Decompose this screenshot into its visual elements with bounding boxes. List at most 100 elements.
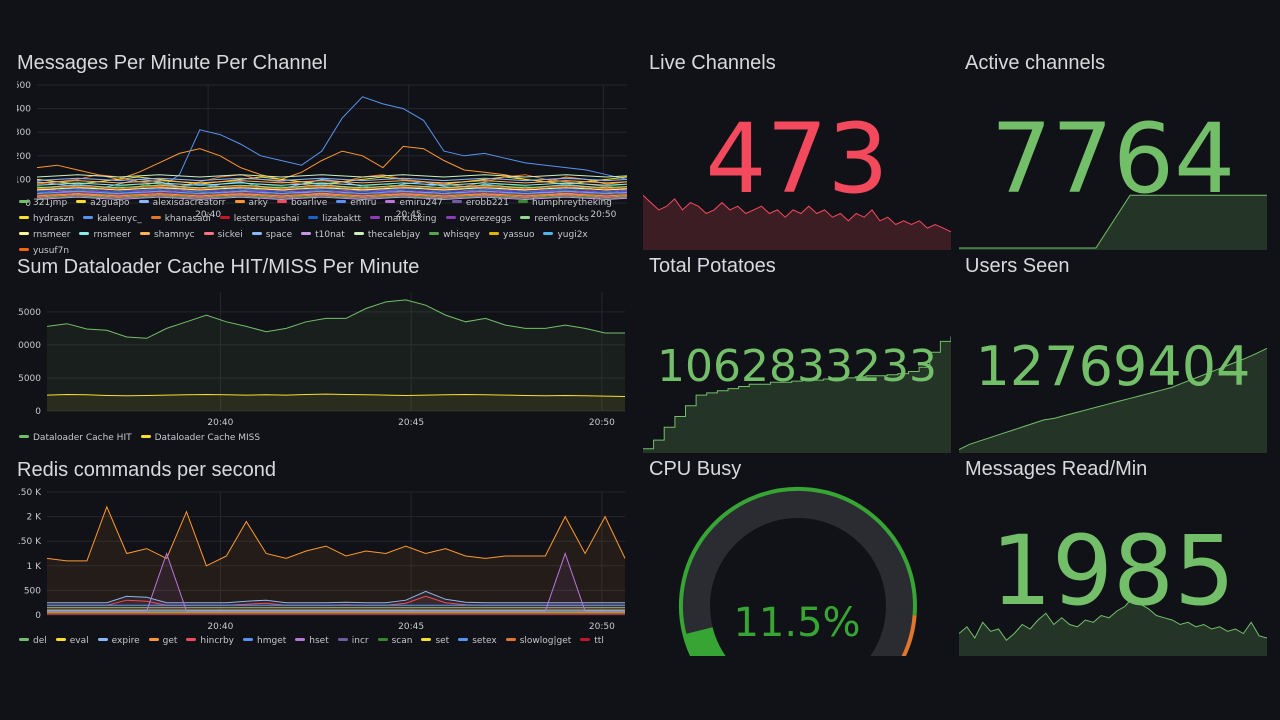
legend-item[interactable]: yugi2x	[543, 227, 588, 243]
legend-swatch	[19, 435, 29, 438]
legend-swatch	[520, 216, 531, 219]
legend-item[interactable]: incr	[337, 633, 369, 649]
legend-label: Dataloader Cache MISS	[154, 433, 261, 443]
panel-title: Messages Read/Min	[965, 458, 1148, 480]
legend-item[interactable]: rnsmeer	[19, 227, 70, 243]
legend-label: yugi2x	[557, 230, 588, 240]
legend-item[interactable]: hincrby	[186, 633, 234, 649]
legend-item[interactable]: lestersupashai	[219, 211, 299, 227]
legend-item[interactable]: set	[421, 633, 449, 649]
legend-item[interactable]: space	[251, 227, 293, 243]
gauge-threshold	[679, 486, 917, 656]
legend-swatch	[19, 248, 29, 251]
legend-item[interactable]: eval	[55, 633, 89, 649]
legend-item[interactable]: lizabaktt	[308, 211, 361, 227]
legend-item[interactable]: expire	[97, 633, 140, 649]
legend-swatch	[251, 232, 262, 235]
legend-label: lizabaktt	[322, 214, 362, 224]
legend-swatch	[336, 200, 347, 203]
legend-swatch	[353, 232, 364, 235]
legend-item[interactable]: emiru	[336, 195, 376, 211]
y-tick-label: 15000	[17, 308, 41, 318]
legend-swatch	[138, 200, 149, 203]
x-tick-label: 20:50	[589, 418, 615, 428]
series-line	[46, 299, 625, 339]
panel-title: Messages Per Minute Per Channel	[17, 52, 328, 74]
series-line	[36, 184, 628, 189]
y-tick-label: 300	[17, 128, 31, 138]
series-line	[36, 190, 628, 195]
redis-panel: Redis commands per second 0 500 1 K 1.50 K 2…	[17, 459, 629, 659]
legend-item[interactable]: emiru247	[385, 195, 443, 211]
legend-item[interactable]: Dataloader Cache MISS	[140, 430, 261, 446]
legend-item[interactable]: t10nat	[301, 227, 345, 243]
messages-read-value: 1985	[990, 515, 1236, 627]
series-line	[36, 180, 628, 184]
legend-swatch	[543, 232, 554, 235]
legend-item[interactable]: sickei	[203, 227, 243, 243]
series-line	[47, 551, 625, 612]
legend-item[interactable]: hset	[295, 633, 329, 649]
legend-item[interactable]: erobb221	[451, 195, 509, 211]
series-line	[36, 174, 628, 178]
sparkline-line	[643, 194, 951, 233]
legend-item[interactable]: whisqey	[429, 227, 480, 243]
y-tick-label: 5000	[18, 374, 41, 384]
x-tick-label: 20:45	[396, 210, 422, 218]
legend-item[interactable]: markusking	[370, 211, 437, 227]
cpu-busy-panel: CPU Busy 11.5%	[643, 458, 951, 658]
legend-item[interactable]: Dataloader Cache HIT	[19, 430, 132, 446]
x-tick-label: 20:40	[207, 418, 233, 428]
legend-item[interactable]: reemknocks	[520, 211, 589, 227]
legend-label: a2guapo	[90, 198, 130, 208]
legend-item[interactable]: a2guapo	[76, 195, 130, 211]
legend-item[interactable]: overezeggs	[445, 211, 511, 227]
legend-label: rnsmeer	[93, 230, 131, 240]
cpu-gauge	[679, 486, 917, 656]
legend-item[interactable]: shamnyc	[139, 227, 195, 243]
legend-item[interactable]: setex	[458, 633, 497, 649]
legend-item[interactable]: hmget	[243, 633, 286, 649]
messages-read-sparkline	[959, 596, 1267, 656]
legend-label: setex	[472, 636, 497, 646]
legend-item[interactable]: scan	[377, 633, 412, 649]
series-line	[36, 188, 628, 192]
series-area	[47, 506, 625, 615]
legend-item[interactable]: kaleenyc_	[83, 211, 142, 227]
legend-item[interactable]: khanasadi	[150, 211, 211, 227]
sparkline-area	[959, 195, 1267, 250]
legend-label: space	[265, 230, 293, 240]
legend-item[interactable]: hydraszn	[19, 211, 74, 227]
cache-chart[interactable]: 0 5000 10000 15000 20:40 20:45 20:50	[17, 284, 629, 434]
legend-item[interactable]: yassuo	[489, 227, 534, 243]
panel-title: Users Seen	[965, 255, 1070, 277]
legend-item[interactable]: humphreytheking	[518, 195, 612, 211]
live-channels-sparkline	[643, 194, 951, 250]
legend-label: reemknocks	[534, 214, 589, 224]
legend-item[interactable]: del	[19, 633, 47, 649]
legend-item[interactable]: 321jmp	[19, 195, 67, 211]
legend-item[interactable]: slowlog|get	[505, 633, 571, 649]
legend-label: hydraszn	[33, 214, 75, 224]
legend-item[interactable]: get	[148, 633, 177, 649]
legend-label: rnsmeer	[33, 230, 71, 240]
series-line	[36, 194, 628, 198]
messages-chart[interactable]: 0 100 200 300 400 500 20:40 20:45 20:50	[17, 78, 629, 218]
legend-swatch	[505, 638, 516, 641]
legend-swatch	[429, 232, 440, 235]
legend-item[interactable]: boarlive	[276, 195, 327, 211]
y-tick-label: 400	[17, 105, 31, 115]
legend-item[interactable]: thecalebjay	[353, 227, 420, 243]
legend-item[interactable]: yusuf7n	[19, 243, 69, 259]
legend-label: emiru	[350, 198, 377, 208]
legend-label: shamnyc	[153, 230, 195, 240]
legend-item[interactable]: arky	[234, 195, 268, 211]
legend-item[interactable]: ttl	[580, 633, 604, 649]
redis-chart[interactable]: 0 500 1 K 1.50 K 2 K 2.50 K 20:40 20:45 20:50	[17, 485, 629, 635]
legend-item[interactable]: alexisdacreatorr	[138, 195, 226, 211]
legend-item[interactable]: rnsmeer	[79, 227, 131, 243]
legend-swatch	[148, 638, 159, 641]
sparkline-area	[959, 348, 1267, 453]
series-area	[47, 591, 625, 615]
legend-swatch	[243, 638, 254, 641]
